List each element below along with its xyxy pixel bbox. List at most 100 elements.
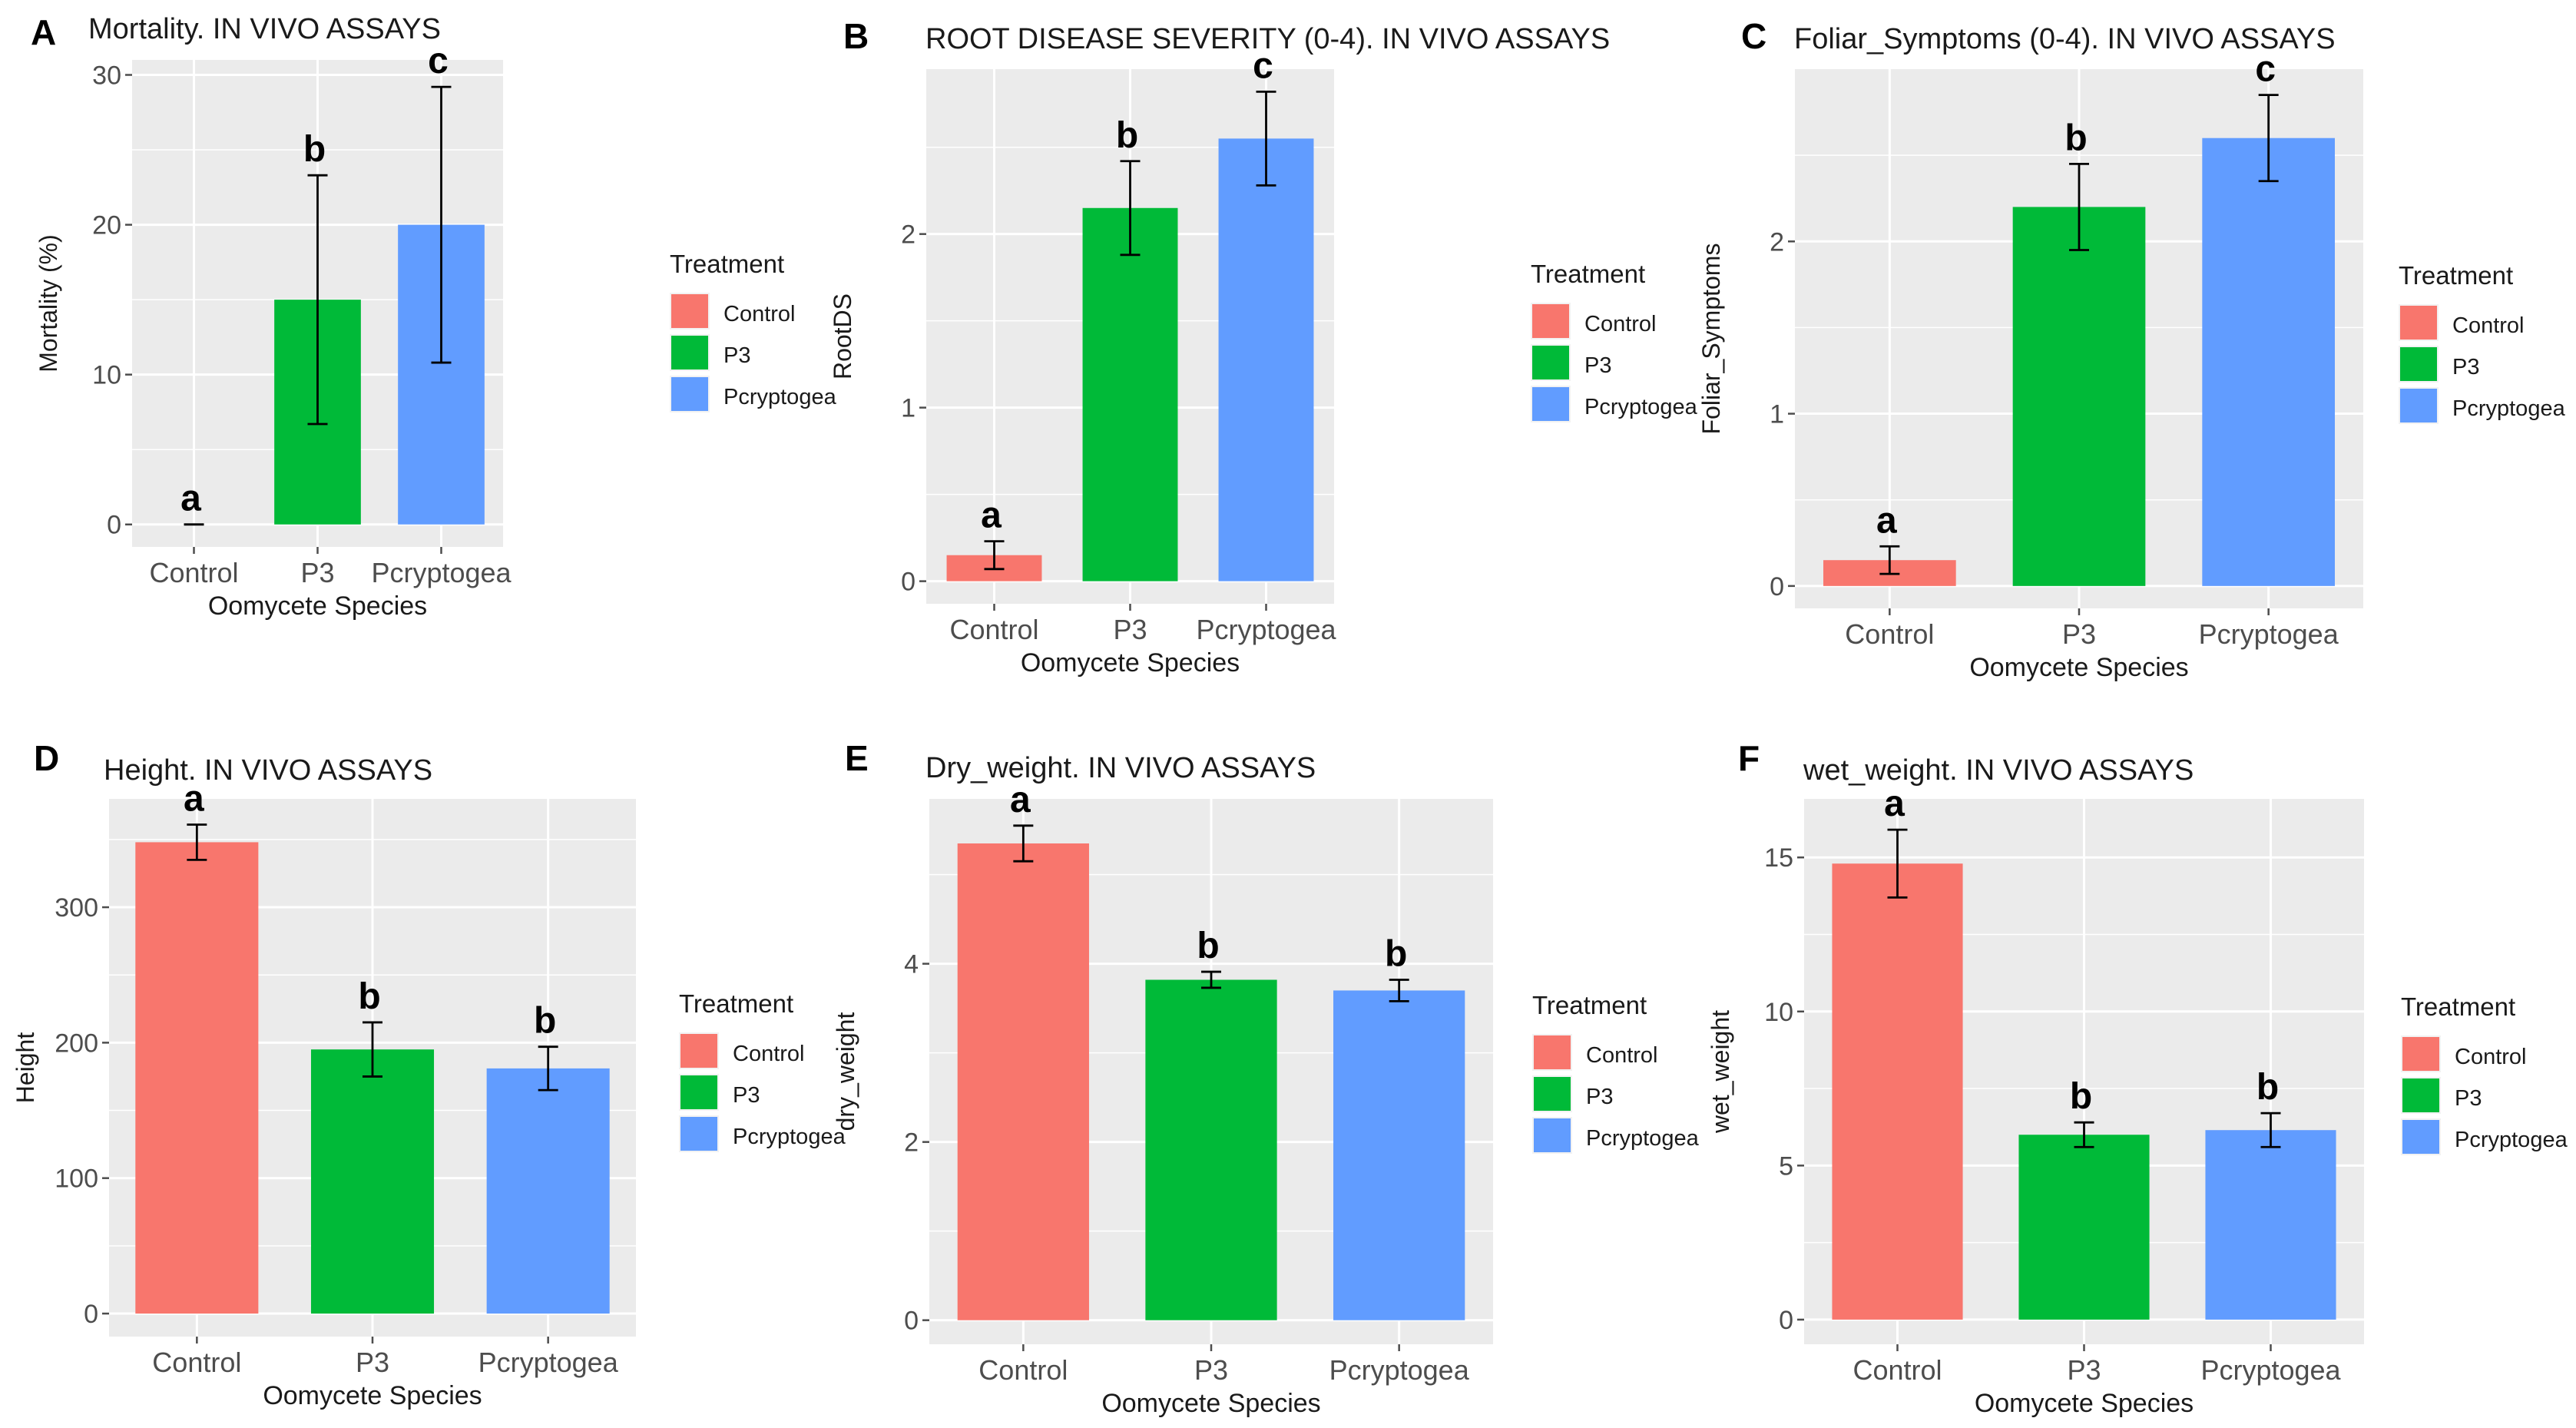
significance-letter: c [2255,49,2276,90]
significance-letter: b [2256,1067,2279,1108]
significance-letter: b [1116,115,1138,156]
significance-letter: b [1385,934,1407,975]
significance-letter: b [1197,926,1219,966]
panel-letter: D [34,738,59,778]
legend-label: P3 [1584,353,1611,378]
legend-swatch-p3 [2402,1078,2439,1112]
x-axis-title: Oomycete Species [263,1381,482,1410]
legend-swatch-control [2402,1037,2439,1071]
y-tick-label: 0 [107,511,121,540]
y-tick-label: 4 [904,950,919,979]
legend-label: Control [2455,1045,2527,1069]
legend-label: Control [723,302,796,326]
y-axis-title: RootDS [829,293,856,379]
chart-panel-c: C Foliar_Symptoms (0-4). IN VIVO ASSAYS 0 1… [1697,16,2566,682]
error-bar [1120,160,1141,257]
y-tick-label: 2 [1770,227,1784,257]
bar-pcryptogea [2202,137,2335,586]
bar-pcryptogea [486,1068,610,1314]
legend-title: Treatment [679,989,793,1018]
y-tick-label: 10 [1764,998,1793,1027]
chart-title: Mortality. IN VIVO ASSAYS [88,13,441,45]
bar-control [1832,863,1963,1320]
y-tick-label: 0 [84,1300,98,1329]
chart-panel-d: D Height. IN VIVO ASSAYS 0 100 200 300 a Contro… [12,738,846,1410]
significance-letter: b [534,1001,556,1042]
legend-swatch-p3 [1532,346,1569,379]
error-bar [307,174,328,426]
bar-pcryptogea [2205,1130,2336,1320]
legend-label: Control [2452,313,2525,338]
legend-label: Pcryptogea [723,385,837,409]
legend-label: P3 [2455,1086,2482,1111]
x-tick-label: Control [152,1347,241,1378]
legend-swatch-pcryptogea [1534,1118,1571,1152]
x-tick-label: Pcryptogea [1329,1354,1470,1386]
legend: Treatment Control P3 Pcryptogea [2401,992,2568,1155]
error-bar [1389,979,1409,1002]
y-tick-label: 300 [55,893,98,923]
x-tick-label: Control [978,1354,1068,1386]
legend: Treatment Control P3 Pcryptogea [2399,261,2566,424]
chart-title: Height. IN VIVO ASSAYS [104,754,432,787]
x-tick-label: Control [1845,618,1934,650]
bar-pcryptogea [1218,138,1314,581]
bar-p3 [310,1049,435,1314]
legend-label: Pcryptogea [1586,1126,1700,1151]
legend-label: P3 [733,1083,760,1108]
x-tick-label: Pcryptogea [1196,614,1336,645]
chart-title: wet_weight. IN VIVO ASSAYS [1803,754,2194,787]
legend-swatch-control [2400,306,2437,340]
chart-title: Foliar_Symptoms (0-4). IN VIVO ASSAYS [1794,23,2336,55]
error-bar [363,1021,382,1078]
x-tick-label: P3 [1113,614,1147,645]
y-tick-label: 10 [92,361,121,390]
panel-letter: C [1741,16,1766,56]
legend-title: Treatment [670,250,784,278]
legend-swatch-pcryptogea [671,377,708,411]
legend-swatch-control [671,294,708,328]
legend-title: Treatment [2401,992,2515,1021]
x-tick-label: Pcryptogea [371,557,512,588]
bar-control [957,843,1089,1320]
legend-swatch-p3 [1534,1077,1571,1111]
legend-swatch-p3 [680,1075,717,1109]
error-bar [984,540,1005,571]
x-tick-label: Control [1853,1354,1942,1386]
significance-letter: b [358,976,380,1017]
y-tick-label: 15 [1764,843,1793,873]
legend-swatch-pcryptogea [1532,387,1569,421]
legend-title: Treatment [2399,261,2513,290]
y-tick-label: 1 [901,394,916,423]
y-tick-label: 0 [901,568,916,597]
x-axis-title: Oomycete Species [1101,1389,1320,1418]
bar-p3 [1145,979,1277,1320]
x-tick-label: Pcryptogea [2200,1354,2341,1386]
x-tick-label: P3 [356,1347,389,1378]
bar-p3 [1082,207,1178,581]
y-tick-label: 2 [904,1128,919,1158]
legend-swatch-pcryptogea [2402,1120,2439,1154]
x-axis-title: Oomycete Species [1021,648,1240,678]
bar-control [135,842,259,1314]
x-tick-label: P3 [300,557,334,588]
chart-title: ROOT DISEASE SEVERITY (0-4). IN VIVO ASS… [925,23,1610,55]
legend-swatch-p3 [671,336,708,369]
error-bar [1201,970,1221,989]
chart-panel-e: E Dry_weight. IN VIVO ASSAYS 0 2 4 a Control b P… [832,738,1700,1418]
x-axis-title: Oomycete Species [1975,1389,2194,1418]
y-axis-title: Mortality (%) [35,234,62,373]
error-bar [2258,94,2279,183]
legend-swatch-pcryptogea [680,1117,717,1151]
legend-label: Pcryptogea [1584,395,1698,419]
y-tick-label: 200 [55,1029,98,1058]
legend: Treatment Control P3 Pcryptogea [1532,991,1700,1154]
y-axis-title: Foliar_Symptoms [1697,244,1725,435]
x-tick-label: Pcryptogea [2199,618,2339,650]
error-bar [1879,545,1900,575]
significance-letter: b [2070,1076,2092,1117]
significance-letter: b [303,129,326,170]
significance-letter: c [428,41,449,81]
